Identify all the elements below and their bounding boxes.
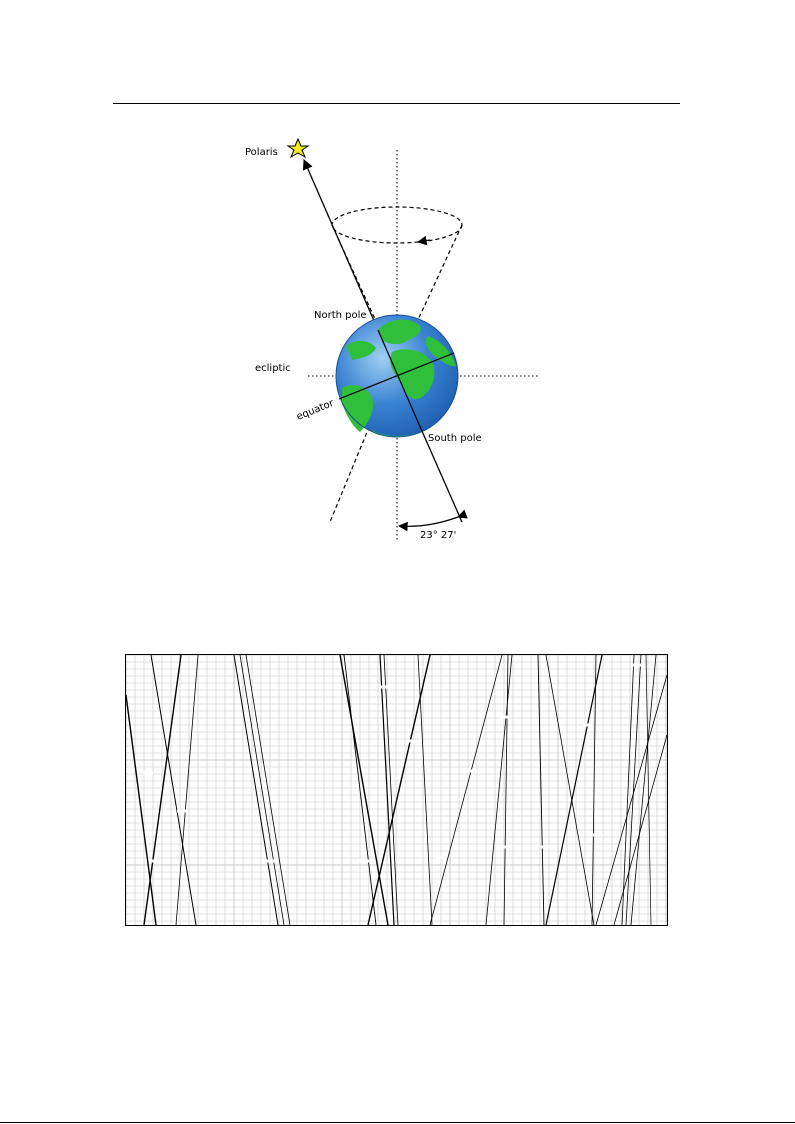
land-north-america — [346, 340, 376, 360]
equator-label: equator — [295, 398, 336, 423]
north-pole-label: North pole — [314, 310, 367, 321]
trace-gap — [265, 859, 275, 863]
precession-cone-lower — [329, 419, 373, 523]
trace-gap — [499, 715, 509, 719]
trace-line — [595, 674, 667, 925]
trace-line — [429, 655, 503, 925]
land-africa — [390, 349, 435, 400]
trace-gap — [143, 771, 153, 775]
trace-line — [503, 655, 509, 925]
trace-line — [379, 655, 395, 925]
trace-line — [545, 655, 603, 925]
precession-cone-left — [331, 224, 381, 331]
equator-line — [338, 352, 455, 400]
precession-cone-right — [416, 224, 463, 323]
rotation-axis-upper — [302, 159, 379, 331]
earth-axial-tilt-diagram: Polaris North pole ecliptic equator Sout… — [245, 137, 540, 541]
trace-line — [150, 655, 197, 925]
polaris-label: Polaris — [245, 147, 278, 158]
land-south-america — [342, 385, 374, 432]
ecliptic-label: ecliptic — [255, 363, 291, 374]
trace-line — [245, 655, 291, 925]
trace-line — [239, 655, 285, 925]
south-pole-label: South pole — [428, 433, 482, 444]
trace-line — [545, 655, 595, 925]
trace-line — [339, 655, 389, 925]
header-rule — [113, 103, 680, 104]
land-europe — [378, 319, 421, 345]
trace-gap — [583, 723, 593, 727]
polaris-star-icon — [286, 137, 310, 159]
trace-line — [537, 655, 545, 925]
land-asia — [425, 336, 456, 367]
trace-line — [367, 655, 431, 925]
precession-arrow — [417, 235, 431, 246]
trace-gap — [499, 845, 509, 849]
trace-line — [143, 655, 182, 925]
trace-line — [417, 655, 433, 925]
precession-circle — [331, 206, 463, 244]
trace-line — [343, 655, 377, 925]
trace-gap — [541, 845, 551, 849]
trace-line — [383, 655, 399, 925]
trace-gap — [177, 809, 187, 813]
line-grid-panel — [125, 654, 668, 926]
trace-line — [645, 655, 652, 925]
trace-line — [625, 655, 642, 925]
trace-gap — [633, 663, 643, 667]
trace-line — [630, 655, 657, 925]
line-grid-svg — [126, 655, 667, 925]
trace-line — [126, 694, 157, 925]
trace-line — [485, 655, 513, 925]
rotation-axis-through-globe — [377, 329, 419, 423]
trace-line — [621, 655, 635, 925]
trace-gap — [379, 685, 389, 689]
trace-line — [175, 655, 199, 925]
trace-gap — [467, 769, 477, 773]
footer-rule — [0, 1122, 795, 1123]
trace-gap — [435, 855, 445, 859]
trace-line — [591, 655, 597, 925]
tilt-angle-arc — [398, 509, 468, 532]
trace-gap — [409, 739, 419, 743]
rotation-axis-lower — [417, 421, 463, 523]
trace-line — [233, 655, 279, 925]
trace-gap — [151, 859, 161, 863]
trace-gap — [593, 833, 603, 837]
trace-gap — [359, 859, 369, 863]
trace-line — [613, 734, 667, 925]
tilt-angle-label: 23° 27' — [420, 530, 456, 541]
